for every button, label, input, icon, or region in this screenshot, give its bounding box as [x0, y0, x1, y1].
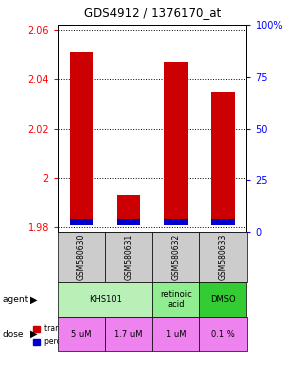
- Bar: [117, 219, 140, 225]
- Text: agent: agent: [3, 295, 29, 304]
- Text: GSM580633: GSM580633: [218, 234, 227, 280]
- Legend: transformed count, percentile rank within the sample: transformed count, percentile rank withi…: [33, 324, 174, 346]
- Bar: [164, 62, 188, 225]
- Bar: [164, 219, 188, 225]
- Text: ▶: ▶: [30, 295, 37, 305]
- Text: GSM580632: GSM580632: [171, 234, 180, 280]
- Text: GSM580631: GSM580631: [124, 234, 133, 280]
- Text: DMSO: DMSO: [210, 295, 236, 304]
- Text: KHS101: KHS101: [89, 295, 122, 304]
- Text: 1 uM: 1 uM: [166, 329, 186, 339]
- Bar: [211, 92, 235, 225]
- Text: 0.1 %: 0.1 %: [211, 329, 235, 339]
- Text: ▶: ▶: [30, 329, 37, 339]
- Bar: [211, 219, 235, 225]
- Text: GDS4912 / 1376170_at: GDS4912 / 1376170_at: [84, 6, 221, 19]
- Bar: [70, 219, 93, 225]
- Text: 5 uM: 5 uM: [71, 329, 92, 339]
- Text: GSM580630: GSM580630: [77, 234, 86, 280]
- Bar: [70, 52, 93, 225]
- Text: dose: dose: [3, 329, 24, 339]
- Text: 1.7 uM: 1.7 uM: [115, 329, 143, 339]
- Bar: [117, 195, 140, 225]
- Text: retinoic
acid: retinoic acid: [160, 290, 192, 309]
